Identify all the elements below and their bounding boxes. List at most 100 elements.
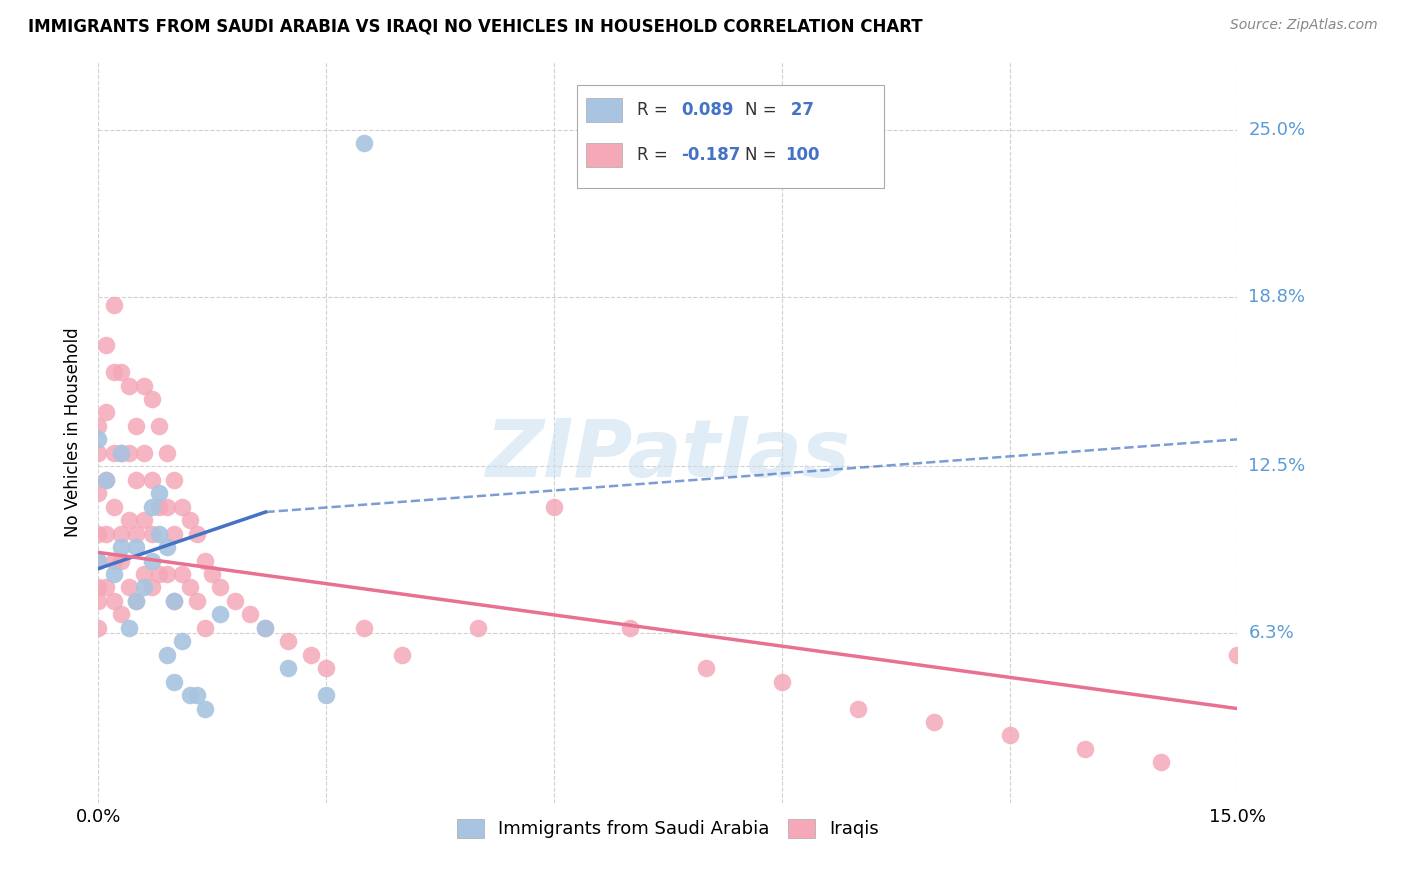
Point (110, 607, 132, 622)
Point (156, 540, 179, 554)
Point (148, 486, 170, 500)
Point (148, 566, 170, 581)
Point (110, 446, 132, 460)
Point (94, 526, 117, 541)
Point (87, 581, 110, 595)
Point (156, 648, 179, 662)
Point (201, 566, 224, 581)
Point (163, 473, 186, 487)
Point (391, 648, 413, 662)
Point (132, 378, 155, 392)
Point (163, 594, 186, 608)
Point (141, 526, 163, 541)
Text: R =: R = (637, 101, 673, 119)
Point (277, 661, 299, 675)
Point (94, 405, 117, 419)
Point (156, 500, 179, 514)
Point (103, 446, 125, 460)
Point (132, 581, 155, 595)
Point (619, 621, 641, 635)
Point (94, 581, 117, 595)
Point (194, 553, 217, 567)
Point (94, 473, 117, 487)
Point (94, 473, 117, 487)
Point (179, 688, 201, 702)
Point (103, 594, 125, 608)
Point (125, 418, 148, 433)
Point (125, 473, 148, 487)
Point (170, 634, 193, 648)
Point (87, 486, 110, 500)
Point (141, 473, 163, 487)
Point (87, 433, 110, 447)
Point (103, 298, 125, 312)
Point (103, 500, 125, 514)
Text: IMMIGRANTS FROM SAUDI ARABIA VS IRAQI NO VEHICLES IN HOUSEHOLD CORRELATION CHART: IMMIGRANTS FROM SAUDI ARABIA VS IRAQI NO… (28, 18, 922, 36)
Point (467, 621, 489, 635)
Text: ZIPatlas: ZIPatlas (485, 416, 851, 494)
Point (170, 566, 193, 581)
Point (141, 553, 163, 567)
Point (87, 621, 110, 635)
Point (87, 446, 110, 460)
Point (141, 500, 163, 514)
Point (1074, 742, 1097, 756)
Point (110, 526, 132, 541)
Point (118, 446, 141, 460)
Point (125, 594, 148, 608)
Point (922, 714, 945, 729)
Point (1150, 756, 1173, 770)
Point (103, 365, 125, 379)
Point (543, 500, 565, 514)
Point (315, 661, 337, 675)
Point (224, 594, 246, 608)
Point (846, 701, 869, 715)
Point (208, 581, 231, 595)
Point (118, 378, 141, 392)
Point (239, 607, 262, 622)
Point (208, 607, 231, 622)
Point (277, 634, 299, 648)
Point (186, 594, 208, 608)
FancyBboxPatch shape (586, 143, 623, 167)
Point (87, 418, 110, 433)
Point (170, 500, 193, 514)
Point (103, 553, 125, 567)
Point (118, 513, 141, 527)
Point (148, 526, 170, 541)
Text: 25.0%: 25.0% (1249, 120, 1306, 139)
Text: 6.3%: 6.3% (1249, 624, 1294, 642)
FancyBboxPatch shape (576, 85, 884, 188)
Point (118, 581, 141, 595)
Point (254, 621, 277, 635)
Point (87, 526, 110, 541)
Point (194, 701, 217, 715)
Text: 100: 100 (785, 146, 820, 164)
Point (132, 566, 155, 581)
Point (132, 446, 155, 460)
Point (353, 621, 375, 635)
Y-axis label: No Vehicles in Household: No Vehicles in Household (65, 327, 83, 538)
Point (299, 648, 322, 662)
Point (141, 392, 163, 406)
Point (315, 688, 337, 702)
Text: N =: N = (745, 101, 782, 119)
Text: N =: N = (745, 146, 782, 164)
Point (163, 594, 186, 608)
Point (148, 500, 170, 514)
Text: 0.089: 0.089 (682, 101, 734, 119)
Point (254, 621, 277, 635)
Text: -0.187: -0.187 (682, 146, 741, 164)
Point (87, 553, 110, 567)
Legend: Immigrants from Saudi Arabia, Iraqis: Immigrants from Saudi Arabia, Iraqis (450, 812, 886, 846)
Point (103, 566, 125, 581)
Point (132, 513, 155, 527)
Point (141, 581, 163, 595)
Point (770, 674, 793, 689)
Point (125, 526, 148, 541)
Point (110, 540, 132, 554)
Point (156, 446, 179, 460)
Text: 18.8%: 18.8% (1249, 287, 1305, 306)
Point (163, 526, 186, 541)
Point (695, 661, 717, 675)
